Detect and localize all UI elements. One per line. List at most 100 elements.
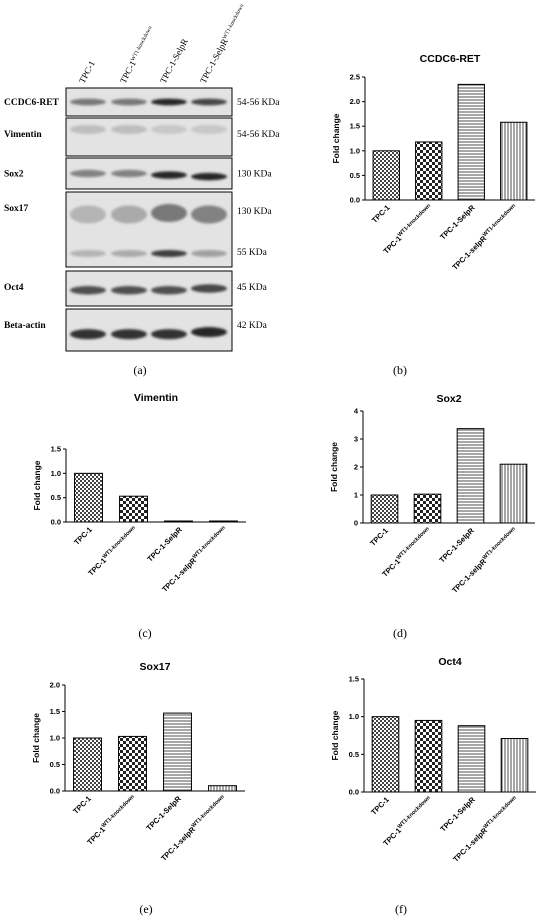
y-tick-label: 1.0 xyxy=(350,146,360,155)
band-size-label: 54-56 KDa xyxy=(237,130,280,140)
blot-band xyxy=(111,329,147,340)
blot-band xyxy=(111,98,147,106)
y-tick-label: 1.5 xyxy=(50,707,60,716)
bar xyxy=(415,141,443,201)
bar xyxy=(413,493,442,524)
chart-title: Vimentin xyxy=(134,392,178,404)
y-tick-label: 2.0 xyxy=(350,97,360,106)
y-tick-label: 0.5 xyxy=(350,171,360,180)
panel-letter: (c) xyxy=(138,626,151,640)
bar xyxy=(500,738,529,793)
bar xyxy=(414,719,443,793)
x-category-label: TPC-1WT1-knockdown xyxy=(86,525,139,578)
blot-row-label: Sox17 xyxy=(4,204,29,214)
blot-band xyxy=(191,327,227,338)
lane-label: TPC-1-SelpR xyxy=(158,37,190,85)
y-axis-label: Fold change xyxy=(31,713,41,763)
y-tick-label: 1.0 xyxy=(51,469,61,478)
blot-band xyxy=(191,250,227,257)
y-tick-label: 2 xyxy=(354,463,358,472)
band-size-label: 130 KDa xyxy=(237,207,272,217)
western-blot-panel: TPC-1 TPC-1WT1-knockdown TPC-1-SelpR TPC-1-… xyxy=(4,2,280,377)
blot-band xyxy=(151,124,187,134)
bar xyxy=(371,716,400,793)
y-tick-label: 4 xyxy=(354,407,359,416)
y-tick-label: 2.0 xyxy=(50,681,60,690)
lane-label: TPC-1-SelpRWT1-knockdown xyxy=(198,2,248,84)
lane-label: TPC-1WT1-knockdown xyxy=(118,25,156,85)
blot-row-label: Beta-actin xyxy=(4,321,46,331)
y-tick-label: 1.0 xyxy=(50,734,60,743)
blot-strip xyxy=(65,117,233,157)
y-tick-label: 0.5 xyxy=(349,750,359,759)
blot-band xyxy=(70,250,106,257)
band-size-label: 130 KDa xyxy=(237,170,272,180)
y-tick-label: 0 xyxy=(354,519,358,528)
bar xyxy=(209,520,238,523)
blot-row-label: CCDC6-RET xyxy=(4,98,60,108)
blot-row-label: Sox2 xyxy=(4,170,24,180)
bar xyxy=(457,83,485,201)
x-category-label: TPC-1 xyxy=(369,795,391,817)
x-category-label: TPC-1-SelpR xyxy=(438,203,477,242)
blot-band xyxy=(70,124,106,134)
y-tick-label: 1.5 xyxy=(350,122,360,131)
blot-band xyxy=(151,286,187,295)
bar xyxy=(164,520,193,523)
bar xyxy=(73,737,102,792)
blot-band xyxy=(70,98,106,106)
blot-band xyxy=(191,205,227,224)
bar xyxy=(500,121,528,201)
bar xyxy=(499,463,528,524)
y-axis-label: Fold change xyxy=(329,442,339,492)
band-size-label: 45 KDa xyxy=(237,283,268,293)
y-tick-label: 0.0 xyxy=(350,196,360,205)
y-tick-label: 3 xyxy=(354,435,358,444)
blot-band xyxy=(151,329,187,340)
panel-letter: (f) xyxy=(395,902,407,916)
blot-row-label: Vimentin xyxy=(4,130,42,140)
y-tick-label: 1.0 xyxy=(349,712,359,721)
bar xyxy=(208,785,237,792)
blot-row-label: Oct4 xyxy=(4,283,24,293)
y-axis-label: Fold change xyxy=(330,710,340,760)
y-tick-label: 0.5 xyxy=(50,760,60,769)
y-tick-label: 0.0 xyxy=(50,787,60,796)
x-category-label: TPC-1-SelpR xyxy=(144,794,183,833)
blot-band xyxy=(70,169,106,178)
bar xyxy=(118,735,147,792)
blot-band xyxy=(151,171,187,179)
bar xyxy=(370,494,399,524)
blot-band xyxy=(191,284,227,293)
y-tick-label: 0.0 xyxy=(349,788,359,797)
blot-band xyxy=(70,286,106,295)
chart-title: CCDC6-RET xyxy=(420,53,481,65)
y-tick-label: 0.0 xyxy=(51,518,61,527)
y-axis-label: Fold change xyxy=(32,460,42,510)
blot-band xyxy=(111,124,147,134)
x-category-label: TPC-1WT1-knockdown xyxy=(85,794,138,847)
blot-band xyxy=(151,98,187,106)
chart-title: Sox17 xyxy=(140,661,171,673)
band-size-label: 55 KDa xyxy=(237,248,268,258)
blot-band xyxy=(151,250,187,257)
blot-band xyxy=(111,250,147,257)
panel-letter: (e) xyxy=(139,902,152,916)
x-category-label: TPC-1 xyxy=(71,794,93,816)
blot-band xyxy=(70,329,106,340)
chart-title: Sox2 xyxy=(436,393,461,405)
blot-band xyxy=(191,98,227,106)
panel-letter: (d) xyxy=(393,626,407,640)
y-tick-label: 0.5 xyxy=(51,493,61,502)
bar xyxy=(163,712,192,792)
band-size-label: 42 KDa xyxy=(237,321,268,331)
bar xyxy=(74,472,103,523)
y-tick-label: 1.5 xyxy=(51,445,61,454)
x-category-label: TPC-1-SelpR xyxy=(437,526,476,565)
x-category-label: TPC-1-SelpR xyxy=(438,795,477,834)
panel-letter: (b) xyxy=(393,363,407,377)
